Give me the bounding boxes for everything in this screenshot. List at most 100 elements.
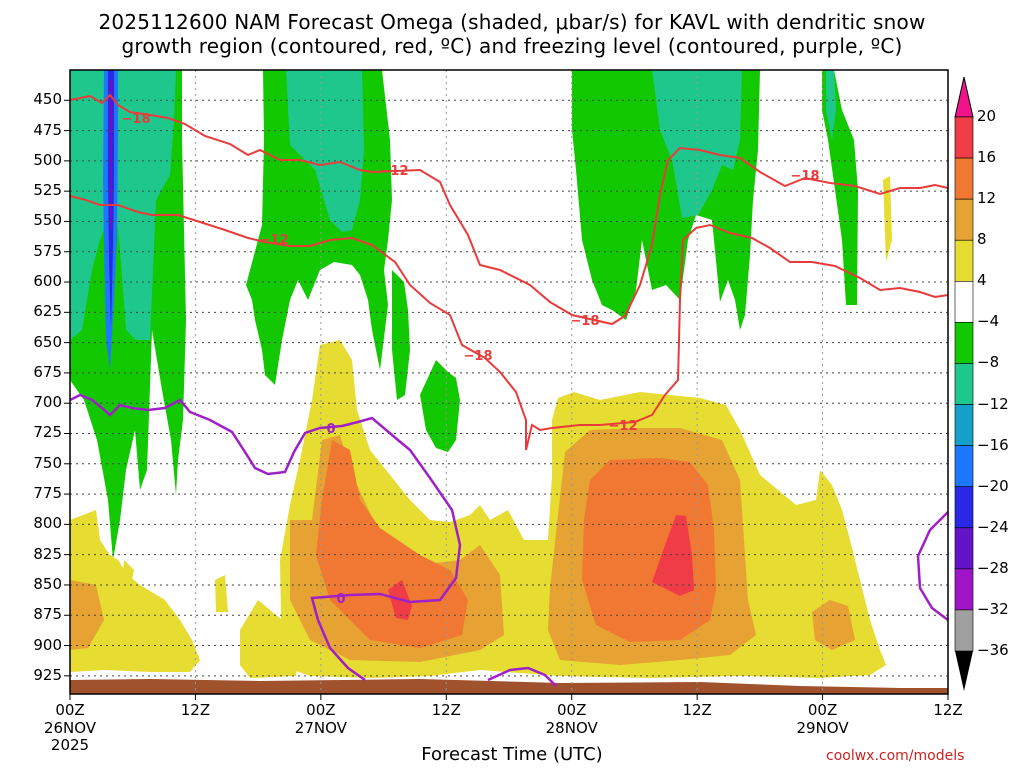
dgz-contour-m18	[69, 93, 949, 326]
colorbar-band	[954, 486, 974, 529]
pressure-label: 850	[33, 574, 62, 593]
omega-region-orange-3	[592, 595, 610, 615]
colorbar	[954, 76, 974, 691]
colorbar-label: 12	[977, 189, 997, 208]
pressure-label: 750	[33, 453, 62, 472]
omega-region-green-3	[392, 270, 410, 400]
pressure-label: 600	[33, 272, 62, 291]
colorbar-label: 16	[977, 148, 997, 167]
pressure-label: 675	[33, 362, 62, 381]
chart-title-line-2: growth region (contoured, red, ºC) and f…	[121, 34, 903, 58]
time-tick-label: 12Z	[933, 701, 963, 719]
contour-label-dgz: −12	[260, 233, 289, 248]
year-label: 2025	[50, 736, 90, 754]
omega-region-yellow-1	[70, 510, 200, 672]
vertical-grid-lines	[194, 70, 824, 694]
pressure-label: 925	[33, 665, 62, 684]
colorbar-band	[954, 568, 974, 611]
chart-title-line-1: 2025112600 NAM Forecast Omega (shaded, μ…	[98, 10, 926, 34]
colorbar-label: −8	[977, 353, 1000, 372]
colorbar-band	[954, 527, 974, 570]
omega-region-green-4	[420, 360, 460, 452]
colorbar-band	[954, 116, 974, 159]
contour-label-dgz: −12	[609, 419, 638, 434]
colorbar-label: −4	[977, 312, 1000, 331]
pressure-label: 700	[33, 393, 62, 412]
freezing-contour-low	[487, 666, 557, 687]
omega-region-violet	[109, 80, 113, 230]
colorbar-label: −28	[977, 558, 1009, 577]
axis-ticks	[64, 99, 949, 700]
pressure-label: 725	[33, 423, 62, 442]
colorbar-band	[954, 157, 974, 200]
pressure-label: 775	[33, 484, 62, 503]
omega-region-yellow-4	[215, 575, 228, 612]
time-tick-label: 00Z	[306, 701, 336, 719]
colorbar-label: 8	[977, 230, 987, 249]
pressure-label: 525	[33, 181, 62, 200]
pressure-label: 475	[33, 120, 62, 139]
colorbar-label: −12	[977, 394, 1009, 413]
plot-frame	[69, 69, 949, 695]
pressure-label: 650	[33, 332, 62, 351]
omega-region-teal-4	[826, 70, 836, 140]
pressure-label: 550	[33, 211, 62, 230]
terrain-ground	[70, 679, 948, 694]
freezing-contour-upper	[69, 393, 462, 682]
pressure-label: 900	[33, 635, 62, 654]
freezing-contour-right	[916, 511, 949, 621]
date-label: 26NOV	[43, 719, 97, 737]
pressure-label: 500	[33, 150, 62, 169]
date-label: 28NOV	[545, 719, 598, 737]
colorbar-bottom-arrow	[955, 651, 973, 691]
time-tick-label: 00Z	[55, 701, 85, 719]
colorbar-label: −24	[977, 517, 1009, 536]
omega-region-teal-1	[70, 70, 176, 340]
colorbar-label: −36	[977, 641, 1009, 659]
colorbar-band	[954, 363, 974, 405]
contour-labels: −18 −12 −18 −12 −18 −12 −18 0 0	[122, 112, 820, 607]
time-tick-label: 00Z	[807, 701, 838, 719]
colorbar-band	[954, 322, 974, 364]
plot-area	[64, 69, 949, 700]
colorbar-label: −16	[977, 435, 1009, 454]
pressure-label: 450	[33, 90, 62, 109]
credit-text[interactable]: coolwx.com/models	[826, 748, 965, 764]
x-axis-label: Forecast Time (UTC)	[421, 744, 603, 765]
freezing-contours	[69, 393, 949, 687]
colorbar-band	[954, 239, 974, 282]
colorbar-band	[954, 404, 974, 446]
colorbar-label: −32	[977, 599, 1009, 618]
contour-label-dgz: −18	[122, 112, 151, 127]
colorbar-band	[954, 445, 974, 487]
colorbar-label: 20	[977, 107, 997, 125]
colorbar-band	[954, 198, 974, 241]
time-tick-label: 12Z	[180, 701, 211, 719]
omega-region-orange-2	[582, 458, 716, 642]
time-tick-label: 12Z	[431, 701, 461, 719]
colorbar-band	[954, 281, 974, 323]
time-tick-label: 12Z	[682, 701, 712, 719]
omega-region-yellow-6	[883, 176, 892, 262]
contour-label-dgz: −18	[791, 169, 820, 184]
contour-label-dgz: −18	[464, 349, 493, 364]
omega-band-orange	[316, 440, 716, 648]
pressure-label: 625	[33, 302, 62, 321]
omega-region-yellow-2	[122, 560, 134, 590]
date-label: 27NOV	[294, 719, 347, 737]
dgz-contours	[69, 93, 949, 451]
omega-region-gold-4	[812, 600, 855, 650]
colorbar-label: 4	[977, 271, 987, 290]
grid-lines	[70, 99, 948, 677]
colorbar-top-arrow	[954, 76, 974, 118]
time-tick-label: 00Z	[557, 701, 587, 719]
omega-region-gold-1	[70, 580, 104, 650]
pressure-label: 800	[33, 514, 62, 533]
contour-label-freezing: 0	[326, 422, 335, 437]
pressure-label: 575	[33, 241, 62, 260]
contour-label-freezing: 0	[336, 592, 345, 607]
date-label: 29NOV	[796, 719, 849, 737]
contour-label-dgz: −12	[380, 164, 409, 179]
omega-region-teal-2	[286, 70, 364, 232]
